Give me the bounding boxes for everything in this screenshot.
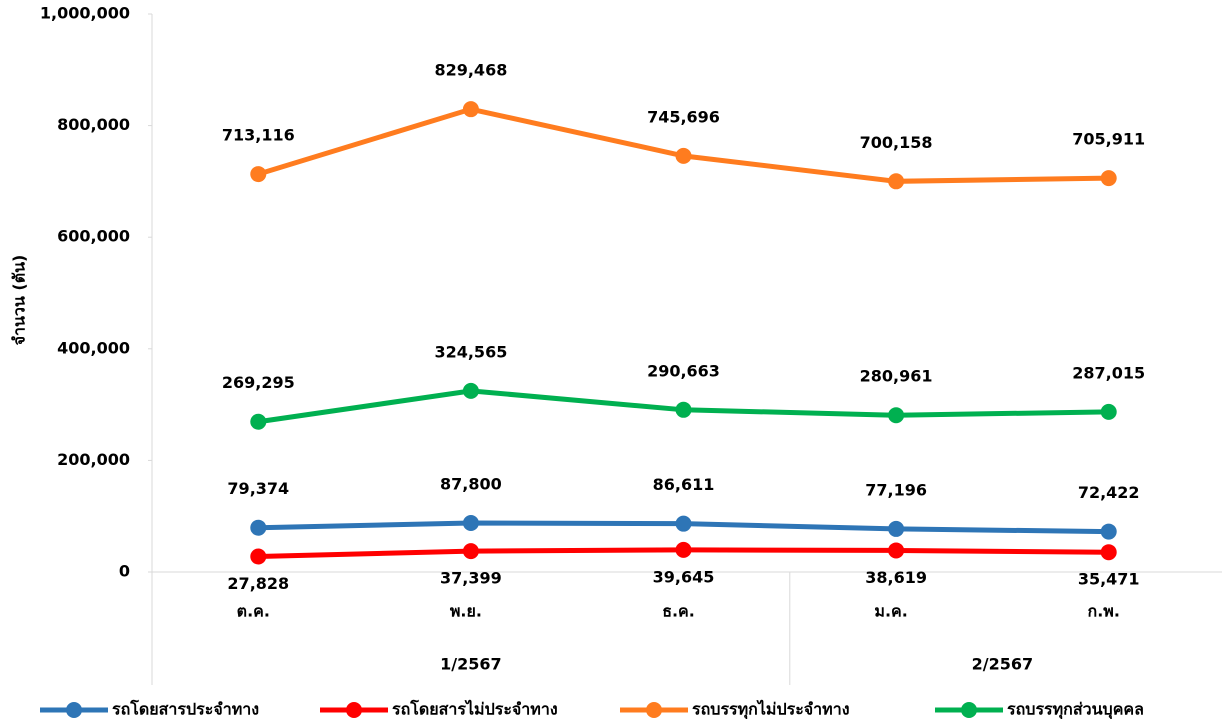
data-point	[462, 543, 479, 560]
legend-swatch-dot	[66, 702, 82, 718]
data-label: 280,961	[860, 367, 933, 386]
data-label: 705,911	[1072, 130, 1145, 149]
data-point	[888, 173, 905, 190]
y-tick-label: 400,000	[57, 338, 130, 357]
group-label: 1/2567	[440, 655, 502, 674]
data-point	[675, 541, 692, 558]
data-label: 79,374	[227, 479, 289, 498]
legend-label: รถบรรทุกไม่ประจำทาง	[692, 700, 850, 720]
data-point	[675, 401, 692, 418]
data-label: 35,471	[1078, 570, 1140, 589]
y-tick-label: 800,000	[57, 115, 130, 134]
data-label: 27,828	[227, 574, 289, 593]
legend-label: รถบรรทุกส่วนบุคคล	[1007, 700, 1144, 720]
legend-swatch-dot	[346, 702, 362, 718]
data-label: 72,422	[1078, 483, 1140, 502]
data-label: 713,116	[222, 126, 295, 145]
data-point	[1100, 403, 1117, 420]
data-point	[675, 515, 692, 532]
data-point	[888, 407, 905, 424]
data-label: 269,295	[222, 373, 295, 392]
data-point	[462, 515, 479, 532]
legend-label: รถโดยสารประจำทาง	[112, 699, 259, 719]
data-label: 38,619	[865, 568, 927, 587]
data-point	[1100, 523, 1117, 540]
x-tick-label: ต.ค.	[237, 602, 270, 621]
data-label: 829,468	[434, 61, 507, 80]
data-label: 700,158	[860, 133, 933, 152]
data-label: 37,399	[440, 569, 502, 588]
data-label: 87,800	[440, 475, 502, 494]
y-tick-label: 200,000	[57, 450, 130, 469]
data-label: 77,196	[865, 480, 927, 499]
data-label: 287,015	[1072, 363, 1145, 382]
data-label: 86,611	[653, 475, 715, 494]
data-label: 290,663	[647, 361, 720, 380]
data-point	[250, 413, 267, 430]
data-point	[462, 382, 479, 399]
data-point	[888, 520, 905, 537]
data-point	[888, 542, 905, 559]
data-point	[250, 166, 267, 183]
y-tick-label: 1,000,000	[40, 4, 130, 23]
data-label: 745,696	[647, 107, 720, 126]
y-axis-label: จำนวน (ตัน)	[10, 255, 29, 346]
group-label: 2/2567	[972, 655, 1034, 674]
x-tick-label: ม.ค.	[874, 602, 907, 621]
y-tick-label: 0	[119, 562, 130, 581]
legend-label: รถโดยสารไม่ประจำทาง	[392, 699, 558, 719]
data-point	[250, 548, 267, 565]
x-tick-label: พ.ย.	[450, 602, 482, 621]
x-tick-label: ก.พ.	[1088, 602, 1120, 621]
legend-swatch-dot	[646, 702, 662, 718]
data-point	[250, 519, 267, 536]
legend-swatch-dot	[961, 702, 977, 718]
x-tick-label: ธ.ค.	[662, 602, 695, 621]
data-label: 39,645	[653, 567, 715, 586]
data-point	[675, 147, 692, 164]
data-point	[462, 101, 479, 118]
y-tick-label: 600,000	[57, 227, 130, 246]
data-point	[1100, 544, 1117, 561]
data-point	[1100, 170, 1117, 187]
data-label: 324,565	[434, 342, 507, 361]
